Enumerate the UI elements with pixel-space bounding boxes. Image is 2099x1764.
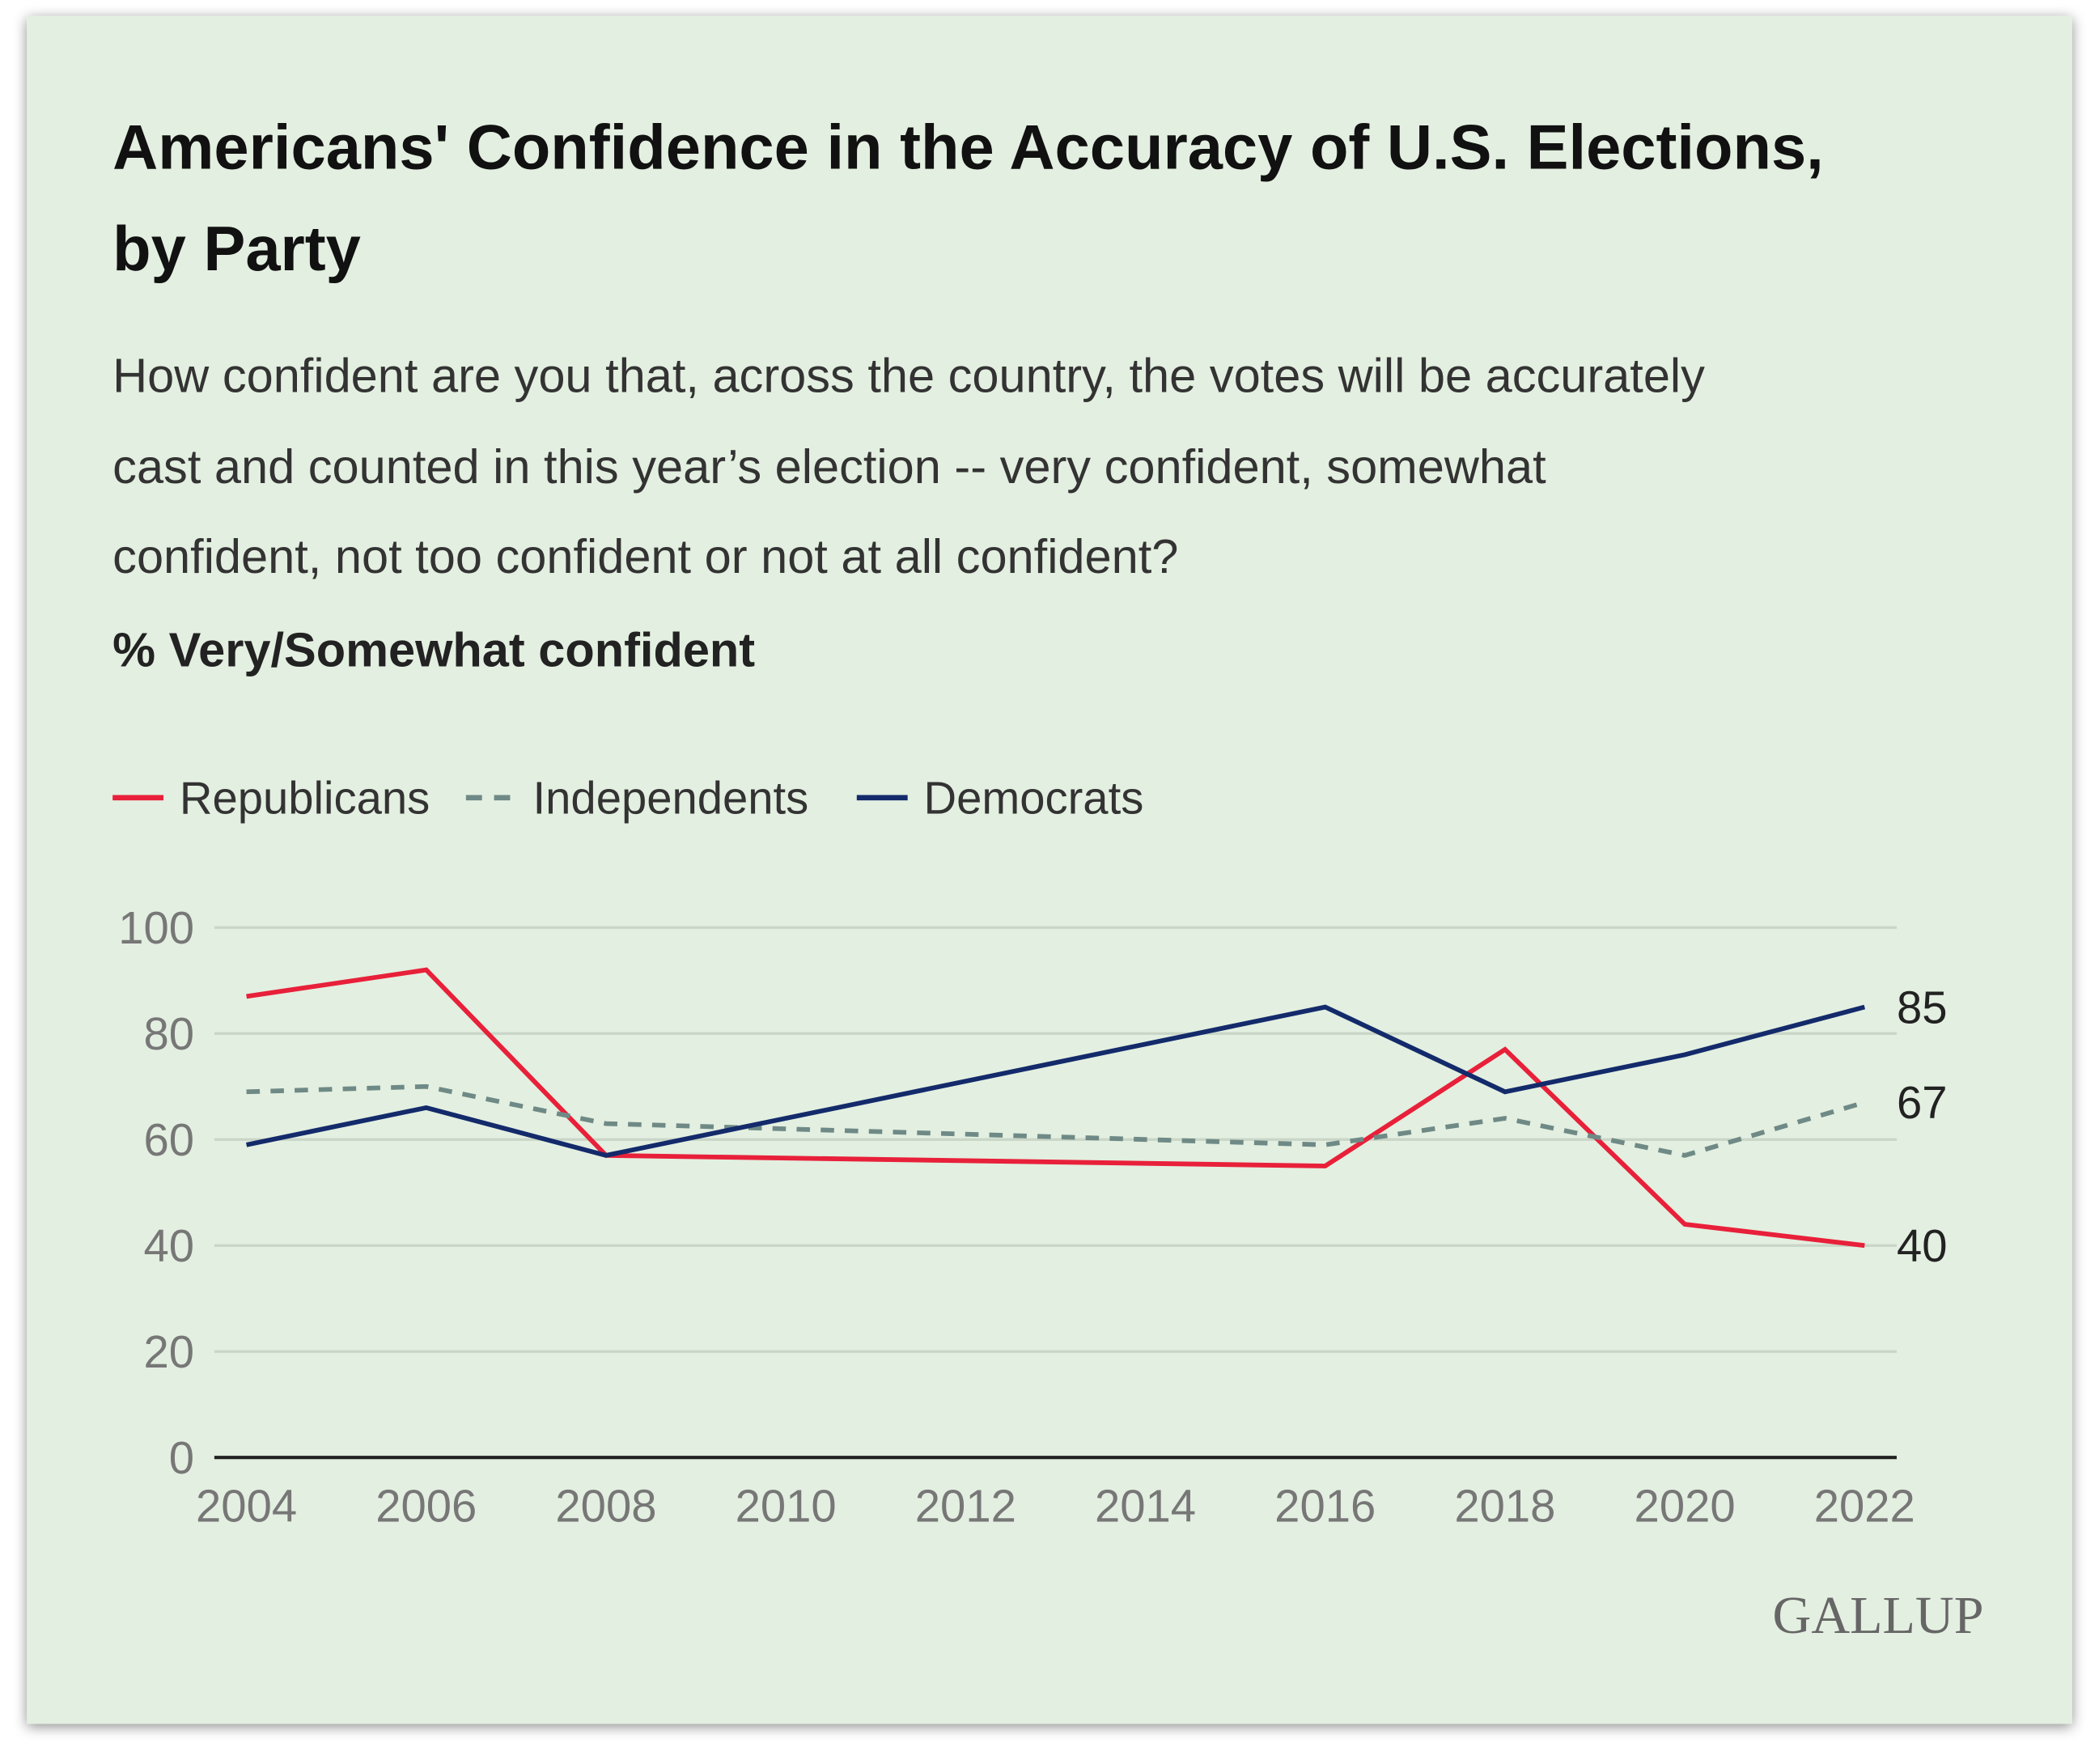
chart-title-line2: by Party xyxy=(112,214,361,284)
end-label-independents: 67 xyxy=(1897,1077,1948,1128)
x-tick-label: 2020 xyxy=(1635,1481,1736,1532)
series-lines: 40 67 85 xyxy=(246,967,1948,1271)
y-tick-label: 80 xyxy=(144,1008,195,1059)
y-tick-label: 20 xyxy=(144,1326,195,1377)
x-tick-label: 2014 xyxy=(1095,1481,1196,1532)
y-tick-label: 60 xyxy=(144,1114,195,1165)
legend: Republicans Independents Democrats xyxy=(112,773,1143,824)
subtitle-line: How confident are you that, across the c… xyxy=(112,349,1705,403)
subtitle-line: confident, not too confident or not at a… xyxy=(112,529,1178,583)
y-tick-label: 100 xyxy=(118,902,194,953)
legend-label-independents: Independents xyxy=(533,773,809,824)
legend-label-republicans: Republicans xyxy=(180,773,430,824)
y-tick-label: 0 xyxy=(169,1432,194,1483)
x-tick-label: 2008 xyxy=(555,1481,656,1532)
y-tick-label: 40 xyxy=(144,1220,195,1271)
chart-title-line1: Americans' Confidence in the Accuracy of… xyxy=(112,112,1824,182)
end-label-republicans: 40 xyxy=(1897,1220,1948,1271)
chart-card xyxy=(27,15,2072,1724)
x-tick-label: 2016 xyxy=(1274,1481,1376,1532)
x-tick-label: 2004 xyxy=(196,1481,297,1532)
subtitle-line: cast and counted in this year’s election… xyxy=(112,439,1546,494)
x-tick-label: 2018 xyxy=(1454,1481,1555,1532)
end-label-democrats: 85 xyxy=(1897,982,1948,1033)
gallup-logo: GALLUP xyxy=(1773,1586,1984,1645)
gridlines xyxy=(214,926,1897,1460)
x-tick-label: 2010 xyxy=(736,1481,837,1532)
y-axis-label: % Very/Somewhat confident xyxy=(112,623,755,677)
x-tick-label: 2006 xyxy=(375,1481,477,1532)
x-tick-label: 2012 xyxy=(915,1481,1016,1532)
x-tick-label: 2022 xyxy=(1814,1481,1915,1532)
legend-label-democrats: Democrats xyxy=(924,773,1144,824)
axis-ticks: 0 20 40 60 80 100 2004 2006 2008 2010 2012 2014 2016… xyxy=(118,902,1915,1532)
